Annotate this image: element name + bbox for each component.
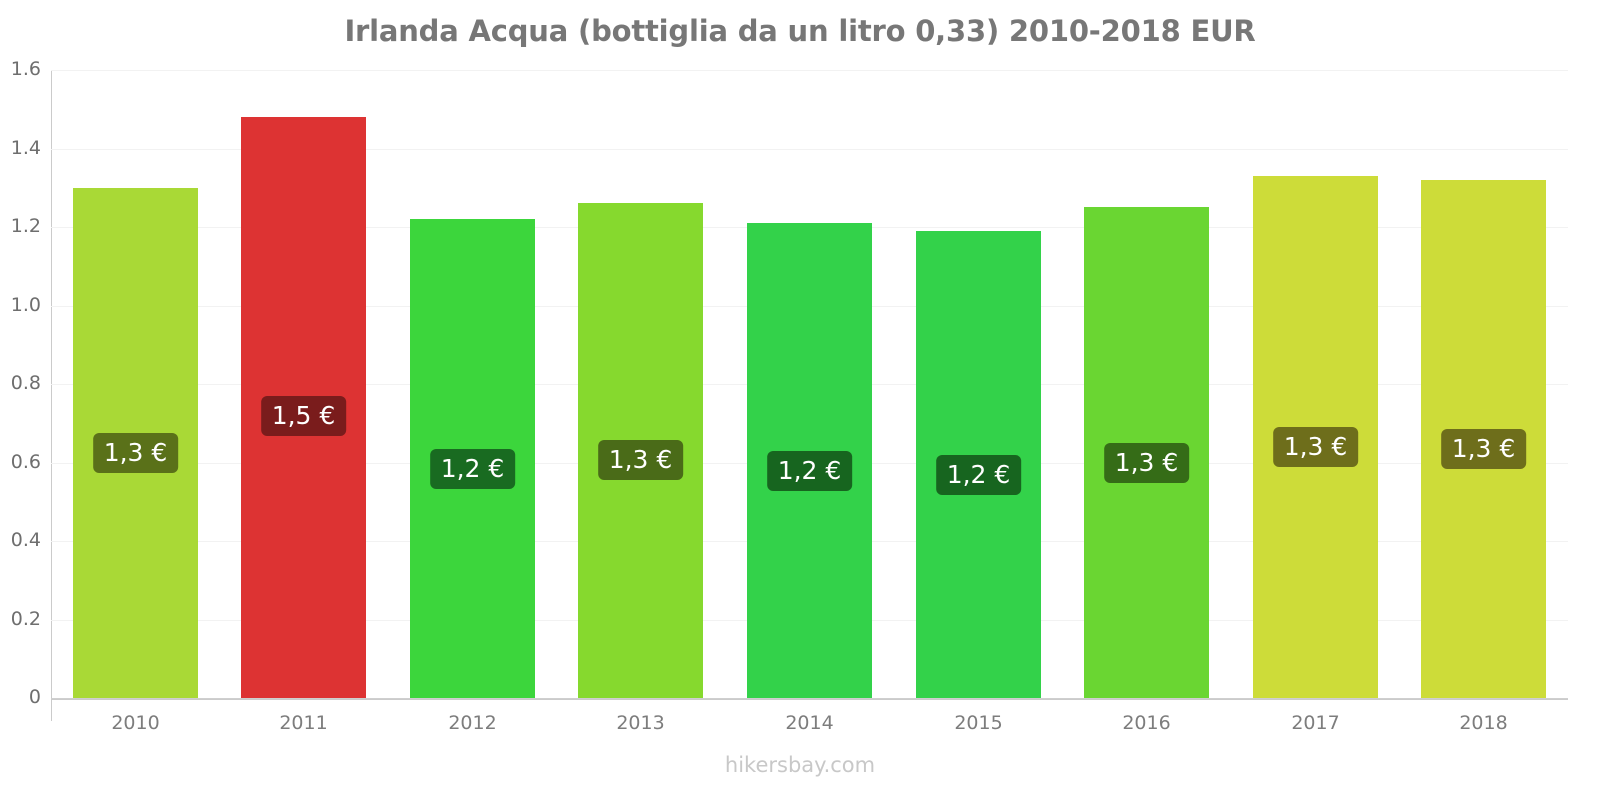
bar-value-label: 1,2 €	[429, 449, 516, 490]
x-axis-tick-label-2011: 2011	[279, 712, 328, 734]
bar-2010[interactable]: 1,3 €	[73, 187, 198, 698]
y-axis-tick-label: 1.4	[10, 136, 41, 159]
bar-2011[interactable]: 1,5 €	[241, 117, 366, 698]
y-axis-tick-label: 0.6	[10, 450, 41, 473]
bar-value-label: 1,3 €	[92, 432, 179, 473]
y-axis-tick-label: 1.2	[10, 215, 41, 237]
footer-credit: hikersbay.com	[724, 753, 876, 777]
gridline	[51, 698, 1568, 699]
bar-value-label: 1,3 €	[1103, 443, 1190, 484]
y-axis-tick-label: 0	[28, 686, 41, 708]
gridline	[51, 70, 1568, 71]
x-axis-tick-label-2012: 2012	[448, 712, 497, 734]
x-axis-tick-label-2014: 2014	[785, 712, 834, 734]
y-axis-line-stub	[51, 699, 52, 721]
bar-2018[interactable]: 1,3 €	[1421, 179, 1546, 698]
x-axis-tick-label-2017: 2017	[1291, 712, 1340, 734]
gridline	[51, 148, 1568, 150]
x-axis-line	[51, 699, 1568, 700]
bar-2014[interactable]: 1,2 €	[747, 223, 872, 698]
y-axis-tick-label: 1.0	[10, 293, 41, 316]
plot-area: 1,3 € 1,5 € 1,2 € 1,3 € 1,2 € 1,2 € 1,3 € 1,3 €…	[51, 70, 1568, 699]
y-axis-tick-label: 0.8	[10, 372, 41, 394]
bar-value-label: 1,3 €	[597, 440, 684, 481]
x-axis-tick-label-2010: 2010	[111, 712, 160, 734]
y-axis-tick-label: 0.2	[10, 607, 41, 630]
y-axis-tick-label: 0.4	[10, 529, 41, 551]
bar-2012[interactable]: 1,2 €	[410, 219, 535, 698]
chart-title: Irlanda Acqua (bottiglia da un litro 0,3…	[344, 14, 1256, 48]
bar-value-label: 1,5 €	[260, 396, 347, 437]
bar-2016[interactable]: 1,3 €	[1084, 207, 1209, 698]
x-axis-tick-label-2013: 2013	[616, 712, 665, 734]
bar-2015[interactable]: 1,2 €	[916, 230, 1041, 698]
x-axis-tick-label-2016: 2016	[1122, 712, 1171, 734]
bar-2017[interactable]: 1,3 €	[1253, 175, 1378, 698]
bar-value-label: 1,2 €	[766, 451, 853, 492]
x-axis-tick-label-2015: 2015	[954, 712, 1003, 734]
x-axis-tick-label-2018: 2018	[1459, 712, 1508, 734]
bar-2013[interactable]: 1,3 €	[578, 203, 703, 698]
bar-value-label: 1,3 €	[1272, 426, 1359, 467]
y-axis-tick-label: 1.6	[10, 58, 41, 80]
bar-value-label: 1,2 €	[935, 454, 1022, 495]
bar-value-label: 1,3 €	[1440, 428, 1527, 469]
